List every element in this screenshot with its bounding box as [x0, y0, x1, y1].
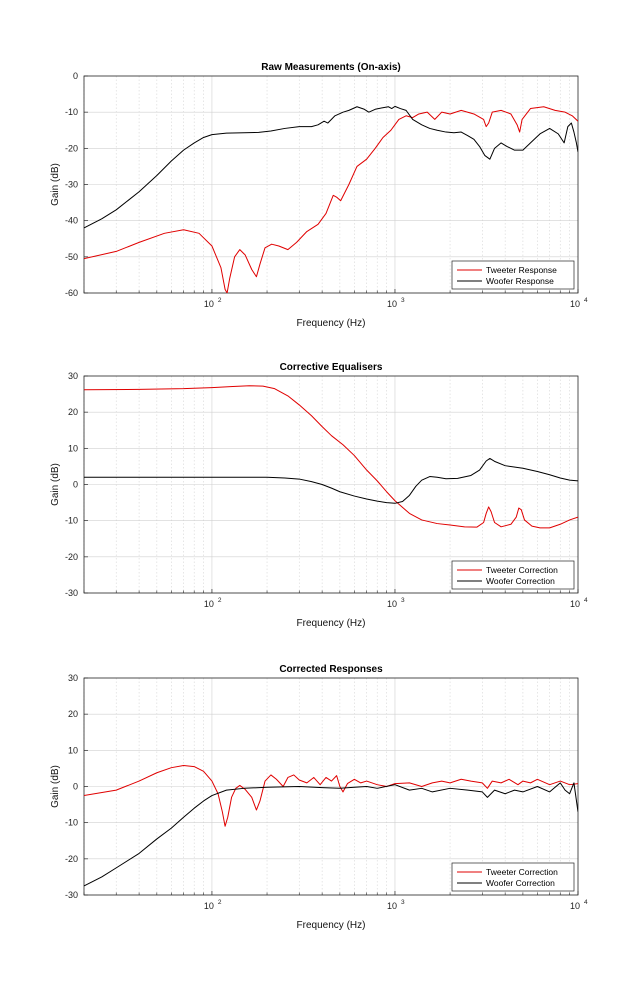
series-group [84, 385, 578, 529]
legend-box [451, 260, 575, 290]
x-axis-ticks: 10 2 10 3 10 4 [83, 891, 588, 911]
series-line-tweeter-response [84, 106, 578, 293]
legend-label: Woofer Response [486, 276, 554, 286]
chart-title: Corrective Equalisers [280, 362, 383, 373]
series-line-woofer-response [84, 105, 578, 229]
x-tick-exponent: 2 [218, 899, 222, 906]
legend-label: Tweeter Correction [486, 565, 558, 575]
x-tick-label: 10 [387, 901, 397, 911]
y-tick-label: -60 [65, 288, 78, 298]
chart-title: Raw Measurements (On-axis) [261, 62, 401, 73]
legend-box [451, 560, 575, 590]
y-tick-label: -40 [65, 216, 78, 226]
x-axis-ticks: 10 2 10 3 10 4 [83, 289, 588, 309]
y-tick-label: -10 [65, 818, 78, 828]
x-tick-exponent: 4 [584, 899, 588, 906]
y-tick-label: 30 [68, 673, 78, 683]
legend-label: Tweeter Response [486, 265, 557, 275]
x-tick-label: 10 [387, 599, 397, 609]
x-axis-label: Frequency (Hz) [297, 618, 366, 629]
x-tick-exponent: 3 [401, 899, 405, 906]
plot-2: 30 20 10 0 -10 -20 -30 10 2 10 3 10 4 Corrective Equa… [50, 362, 588, 629]
y-tick-label: -10 [65, 516, 78, 526]
y-axis-label: Gain (dB) [50, 463, 61, 506]
y-axis-ticks: 0 -10 -20 -30 -40 -50 -60 [65, 71, 88, 298]
y-axis-ticks: 30 20 10 0 -10 -20 -30 [65, 673, 88, 900]
legend-label: Tweeter Correction [486, 867, 558, 877]
major-grid [84, 375, 578, 594]
y-tick-label: -20 [65, 552, 78, 562]
series-line-woofer-correction [84, 782, 578, 887]
plot-1: 0 -10 -20 -30 -40 -50 -60 10 2 10 3 10 4 Raw Measurem… [50, 62, 588, 329]
legend-label: Woofer Correction [486, 878, 555, 888]
y-tick-label: 0 [73, 480, 78, 490]
y-tick-label: -10 [65, 107, 78, 117]
y-tick-label: 0 [73, 782, 78, 792]
x-axis-label: Frequency (Hz) [297, 920, 366, 931]
y-tick-label: -20 [65, 143, 78, 153]
x-tick-label: 10 [204, 599, 214, 609]
x-tick-label: 10 [570, 599, 580, 609]
major-grid [84, 75, 578, 294]
x-tick-exponent: 4 [584, 597, 588, 604]
y-tick-label: 0 [73, 71, 78, 81]
x-tick-label: 10 [204, 901, 214, 911]
x-tick-label: 10 [387, 299, 397, 309]
x-tick-exponent: 3 [401, 597, 405, 604]
x-tick-label: 10 [204, 299, 214, 309]
y-tick-label: -30 [65, 890, 78, 900]
y-tick-label: 30 [68, 371, 78, 381]
y-tick-label: -50 [65, 252, 78, 262]
x-tick-exponent: 3 [401, 297, 405, 304]
x-tick-label: 10 [570, 299, 580, 309]
series-line-woofer-correction [84, 457, 578, 504]
series-line-tweeter-correction [84, 385, 578, 529]
y-tick-label: 10 [68, 443, 78, 453]
x-tick-exponent: 4 [584, 297, 588, 304]
x-axis-label: Frequency (Hz) [297, 318, 366, 329]
x-tick-exponent: 2 [218, 597, 222, 604]
y-tick-label: 20 [68, 709, 78, 719]
y-axis-ticks: 30 20 10 0 -10 -20 -30 [65, 371, 88, 598]
series-group [84, 105, 578, 293]
y-tick-label: -30 [65, 180, 78, 190]
series-group [84, 765, 578, 887]
y-tick-label: 10 [68, 745, 78, 755]
x-tick-label: 10 [570, 901, 580, 911]
chart-title: Corrected Responses [279, 664, 383, 675]
x-tick-exponent: 2 [218, 297, 222, 304]
y-tick-label: -30 [65, 588, 78, 598]
x-axis-ticks: 10 2 10 3 10 4 [83, 589, 588, 609]
major-grid [84, 677, 578, 896]
series-line-tweeter-correction [84, 765, 578, 827]
plot-3: 30 20 10 0 -10 -20 -30 10 2 10 3 10 4 Corrected Respo… [50, 664, 588, 931]
y-axis-label: Gain (dB) [50, 765, 61, 808]
y-tick-label: -20 [65, 854, 78, 864]
legend-label: Woofer Correction [486, 576, 555, 586]
y-axis-label: Gain (dB) [50, 163, 61, 206]
legend-box [451, 862, 575, 892]
y-tick-label: 20 [68, 407, 78, 417]
